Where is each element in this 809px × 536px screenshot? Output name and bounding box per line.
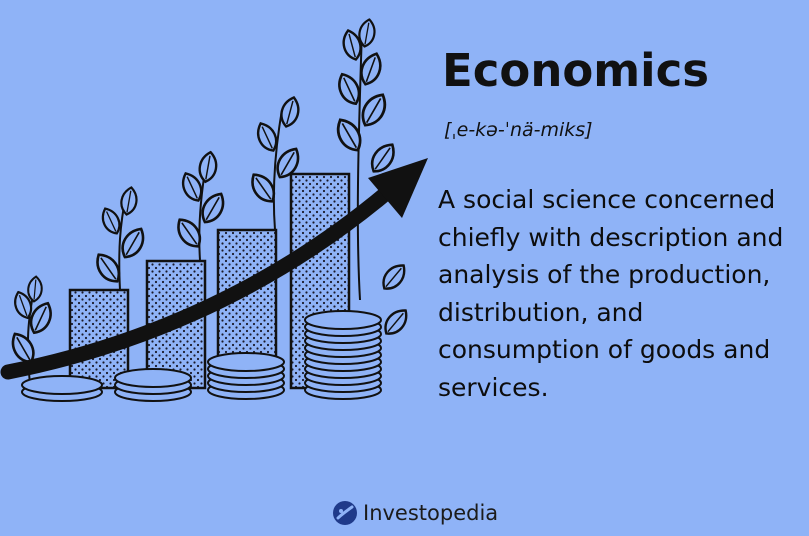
page-title: Economics	[442, 44, 710, 97]
plant-leaves	[5, 16, 414, 386]
brand-name: Investopedia	[363, 501, 499, 525]
growth-arrow-icon	[0, 158, 428, 380]
economics-illustration	[0, 16, 428, 402]
pronunciation: [ˌe-kə-ˈnä-miks]	[444, 119, 593, 141]
definition-text: A social science concerned chiefly with …	[438, 185, 784, 402]
investopedia-logo-icon	[333, 501, 357, 525]
brand-footer: Investopedia	[332, 498, 498, 528]
coin-stacks	[21, 310, 382, 402]
